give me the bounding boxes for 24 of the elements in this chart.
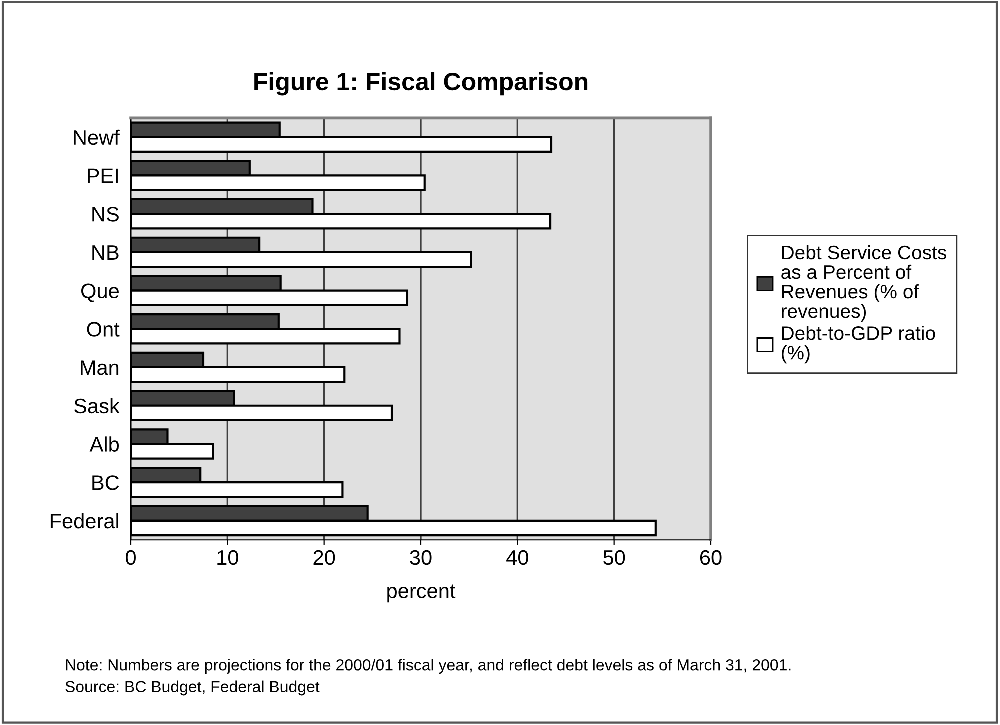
x-tick-label: 20 [314, 550, 336, 566]
y-tick-label: NB [92, 246, 119, 260]
x-axis-title: percent [388, 584, 456, 603]
y-tick-label: Federal [50, 513, 119, 529]
chart-title: Figure 1: Fiscal Comparison [254, 72, 588, 96]
y-tick-label: Newf [74, 130, 120, 146]
y-tick-label: NS [92, 207, 119, 222]
y-tick-label: BC [92, 476, 120, 490]
y-tick-label: Sask [74, 398, 120, 414]
x-tick-label: 0 [126, 550, 136, 566]
y-tick-label: Alb [90, 436, 120, 452]
y-tick-label: Que [82, 284, 119, 302]
legend-label: Debt Service Costs as a Percent of Revenues (% of revenues) [782, 245, 946, 322]
y-tick-label: Ont [87, 322, 120, 337]
x-tick-label: 30 [410, 550, 432, 566]
x-tick-label: 40 [506, 550, 528, 566]
x-tick-label: 10 [218, 550, 238, 566]
x-tick-label: 60 [700, 550, 722, 566]
text: Note: Numbers are projections for the 2000/01 fiscal year, and reflect debt levels as of March 31, 2001. [66, 659, 791, 674]
x-tick-label: 50 [604, 550, 626, 566]
y-tick-label: Man [81, 360, 119, 376]
y-tick-label: PEI [88, 168, 118, 184]
legend-label: Debt-to-GDP ratio (%) [782, 326, 936, 364]
source-note: Source: BC Budget, Federal Budget [66, 680, 320, 696]
